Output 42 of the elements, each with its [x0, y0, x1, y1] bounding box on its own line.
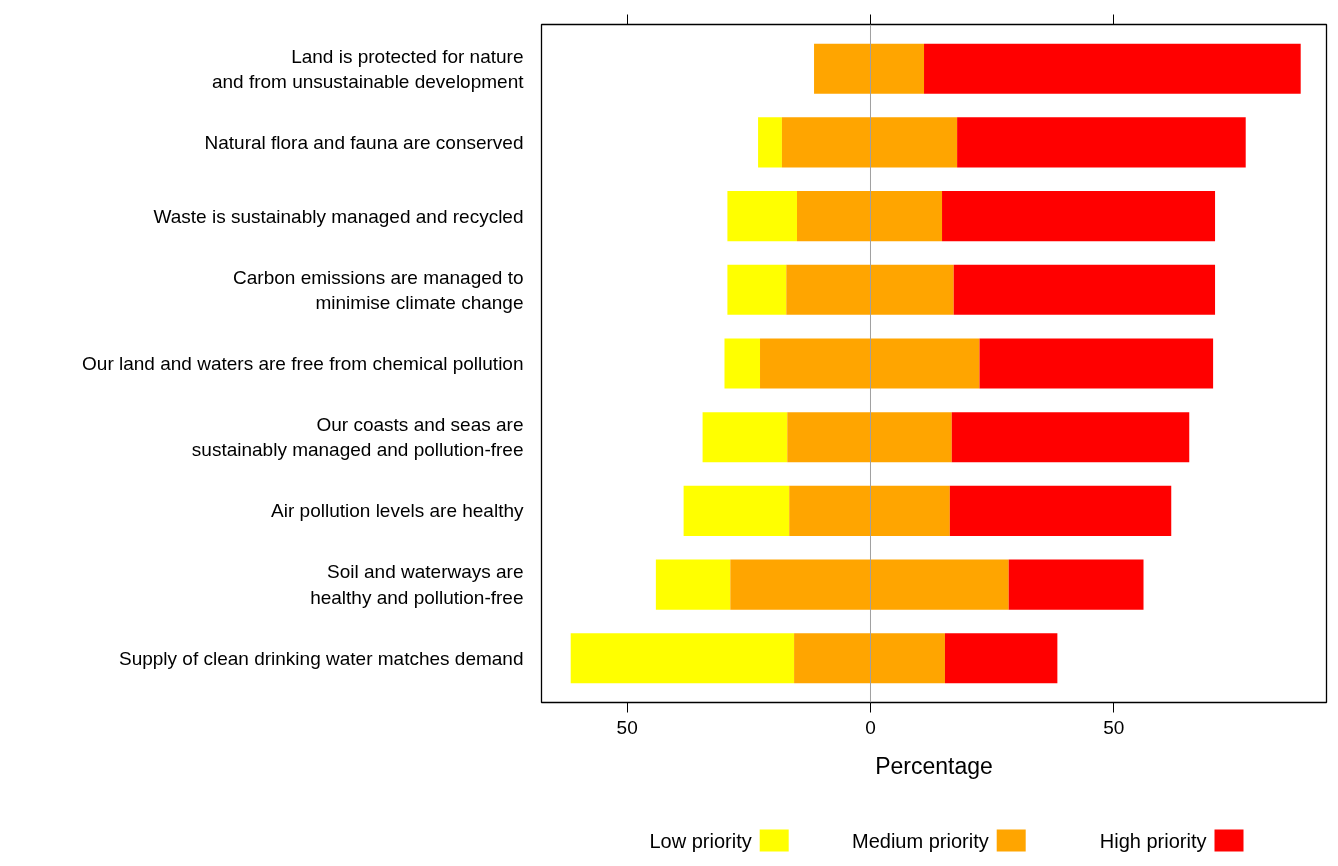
bar	[760, 338, 980, 389]
y-tick-label: Our land and waters are free from chemical pollution	[82, 353, 524, 374]
legend-label: Medium priority	[852, 829, 989, 852]
bar	[758, 117, 782, 168]
x-tick-label: 50	[1103, 716, 1125, 738]
y-tick-label: Natural flora and fauna are conserved	[204, 131, 524, 153]
bar	[797, 191, 943, 242]
bar	[957, 117, 1246, 168]
y-tick-label: Carbon emissions are managed to minimise climate change	[233, 266, 524, 313]
bar	[730, 559, 1009, 610]
bar	[949, 485, 1172, 536]
bar	[724, 338, 761, 389]
bar	[702, 412, 788, 463]
y-tick-label: Our coasts and seas are sustainably managed and pollution-free	[191, 414, 524, 461]
bar	[655, 559, 731, 610]
bar	[570, 633, 795, 684]
bar	[814, 43, 925, 94]
bar	[944, 633, 1058, 684]
x-tick-label: 50	[616, 716, 638, 738]
bar	[786, 264, 954, 315]
bar	[727, 264, 787, 315]
bar	[683, 485, 790, 536]
legend-label: Low priority	[649, 829, 752, 852]
bar	[787, 412, 952, 463]
bar	[781, 117, 958, 168]
bar	[924, 43, 1301, 94]
bar	[794, 633, 945, 684]
y-tick-label: Land is protected for nature and from unsustainable development	[211, 45, 525, 92]
y-tick-label: Supply of clean drinking water matches demand	[119, 647, 524, 669]
bar	[951, 412, 1190, 463]
bar	[727, 191, 797, 242]
bar	[942, 191, 1216, 242]
legend-label: High priority	[1099, 829, 1207, 852]
y-tick-label: Waste is sustainably managed and recycled	[153, 205, 524, 227]
bar	[1008, 559, 1144, 610]
y-tick-label: Soil and waterways are healthy and pollution-free	[310, 561, 524, 608]
x-axis-title: Percentage	[875, 752, 993, 779]
bar	[979, 338, 1214, 389]
y-tick-label: Air pollution levels are healthy	[271, 500, 524, 522]
bar	[789, 485, 950, 536]
x-tick-label: 0	[865, 716, 876, 738]
bar	[953, 264, 1216, 315]
